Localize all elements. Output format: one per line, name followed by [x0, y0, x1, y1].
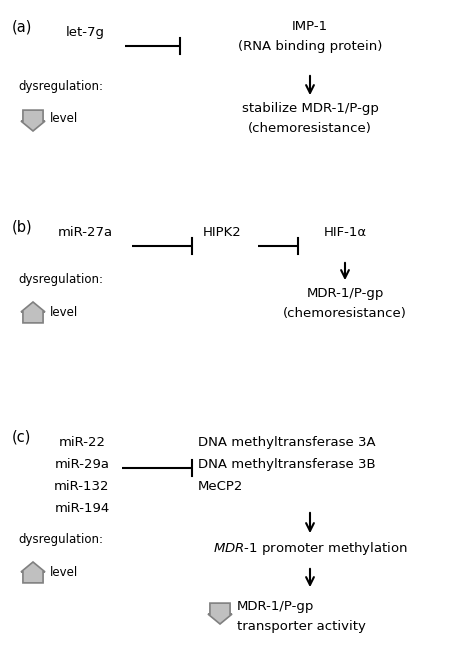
Text: dysregulation:: dysregulation: [18, 80, 103, 93]
Text: level: level [50, 307, 78, 320]
Text: dysregulation:: dysregulation: [18, 533, 103, 546]
Text: (b): (b) [12, 220, 33, 235]
Text: (c): (c) [12, 430, 31, 445]
Text: MDR-1/P-gp: MDR-1/P-gp [237, 600, 314, 613]
Polygon shape [21, 110, 45, 131]
Text: HIF-1α: HIF-1α [323, 226, 366, 239]
Text: HIPK2: HIPK2 [202, 226, 241, 239]
Polygon shape [21, 562, 45, 583]
Text: transporter activity: transporter activity [237, 620, 366, 633]
Text: (a): (a) [12, 20, 32, 35]
Text: miR-27a: miR-27a [57, 226, 112, 239]
Text: miR-132: miR-132 [54, 480, 110, 493]
Text: (chemoresistance): (chemoresistance) [248, 122, 372, 135]
Text: stabilize MDR-1/P-gp: stabilize MDR-1/P-gp [242, 102, 378, 115]
Text: (chemoresistance): (chemoresistance) [283, 307, 407, 320]
Text: MeCP2: MeCP2 [198, 480, 243, 493]
Text: let-7g: let-7g [65, 26, 104, 39]
Text: DNA methyltransferase 3A: DNA methyltransferase 3A [198, 436, 375, 449]
Text: MDR-1/P-gp: MDR-1/P-gp [306, 287, 383, 300]
Text: miR-29a: miR-29a [55, 458, 109, 471]
Text: IMP-1: IMP-1 [292, 20, 328, 33]
Text: miR-194: miR-194 [55, 502, 109, 515]
Text: DNA methyltransferase 3B: DNA methyltransferase 3B [198, 458, 375, 471]
Text: dysregulation:: dysregulation: [18, 273, 103, 286]
Text: level: level [50, 567, 78, 580]
Polygon shape [208, 603, 232, 624]
Text: miR-22: miR-22 [58, 436, 106, 449]
Polygon shape [21, 302, 45, 323]
Text: $\mathit{MDR\text{-}1}$ promoter methylation: $\mathit{MDR\text{-}1}$ promoter methyla… [212, 540, 408, 557]
Text: level: level [50, 111, 78, 124]
Text: (RNA binding protein): (RNA binding protein) [238, 40, 382, 53]
